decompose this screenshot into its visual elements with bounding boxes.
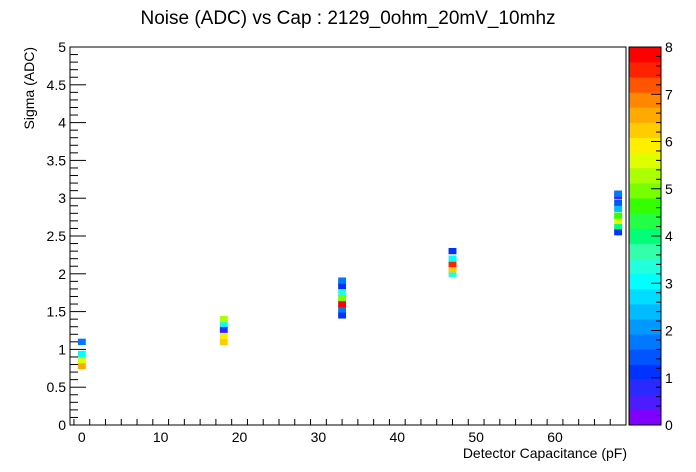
palette-swatch bbox=[629, 243, 661, 259]
palette-swatch bbox=[629, 92, 661, 108]
palette-swatch bbox=[629, 167, 661, 184]
palette-tick-label: 3 bbox=[665, 275, 673, 291]
palette-tick-label: 5 bbox=[665, 181, 673, 197]
palette-swatch bbox=[629, 288, 661, 305]
heatmap-cell bbox=[448, 255, 457, 262]
heatmap-cell bbox=[219, 316, 228, 323]
heatmap-cell bbox=[448, 270, 457, 277]
y-tick-label: 4.5 bbox=[47, 77, 67, 93]
plot-frame bbox=[69, 46, 627, 426]
heatmap-cell bbox=[219, 326, 228, 333]
heatmap-cell bbox=[77, 362, 86, 370]
y-tick-label: 2.5 bbox=[47, 228, 67, 244]
heatmap-cell bbox=[614, 217, 623, 225]
axes: 0 10 20 30 40 50 60 0 0.5 1 1.5 2 2.5 3 3.5 4 4.5 5 bbox=[47, 39, 611, 445]
palette-swatch bbox=[629, 62, 661, 78]
y-axis-label: Sigma (ADC) bbox=[21, 47, 37, 129]
heatmap-cell bbox=[448, 260, 457, 268]
color-palette: 0 1 2 3 4 5 6 7 8 bbox=[628, 39, 673, 433]
y-tick-label: 3.5 bbox=[47, 152, 67, 168]
palette-swatch bbox=[629, 304, 661, 320]
heatmap-cell bbox=[219, 332, 228, 339]
heatmap-cell bbox=[448, 247, 457, 255]
y-tick-label: 1 bbox=[58, 341, 66, 357]
heatmap-cell bbox=[338, 282, 347, 290]
palette-swatch bbox=[629, 349, 661, 365]
heatmap-cell bbox=[614, 229, 623, 236]
y-tick-label: 0 bbox=[58, 417, 66, 433]
heatmap-cell bbox=[77, 356, 86, 364]
palette-swatch bbox=[629, 334, 661, 350]
palette-swatch bbox=[629, 379, 661, 396]
y-tick-label: 3 bbox=[58, 190, 66, 206]
x-tick-label: 0 bbox=[78, 429, 86, 445]
palette-tick-label: 0 bbox=[665, 417, 673, 433]
palette-swatch bbox=[629, 273, 661, 290]
palette-swatch bbox=[629, 364, 661, 380]
palette-swatch bbox=[629, 47, 661, 63]
y-tick-label: 2 bbox=[58, 266, 66, 282]
heatmap-cell bbox=[614, 212, 623, 219]
palette-tick-label: 6 bbox=[665, 134, 673, 150]
palette-swatch bbox=[629, 122, 661, 139]
y-tick-label: 5 bbox=[58, 39, 66, 55]
palette-swatch bbox=[629, 228, 661, 244]
x-tick-label: 50 bbox=[468, 429, 484, 445]
palette-tick-label: 8 bbox=[665, 39, 673, 55]
heatmap-cell bbox=[614, 205, 623, 212]
heatmap-cell bbox=[338, 294, 347, 302]
x-axis-label: Detector Capacitance (pF) bbox=[463, 445, 627, 461]
heatmap-cell bbox=[338, 288, 347, 296]
heatmap-cell bbox=[614, 223, 623, 230]
heatmap-cell bbox=[338, 277, 347, 284]
heatmap-cell bbox=[338, 312, 347, 319]
palette-swatch bbox=[629, 198, 661, 214]
palette-swatch bbox=[629, 107, 661, 123]
palette-swatch bbox=[629, 409, 661, 426]
heatmap-cell bbox=[338, 306, 347, 313]
palette-tick-label: 2 bbox=[665, 323, 673, 339]
x-tick-label: 60 bbox=[547, 429, 563, 445]
x-tick-label: 30 bbox=[311, 429, 327, 445]
palette-tick-label: 1 bbox=[665, 370, 673, 386]
palette-swatch bbox=[629, 152, 661, 169]
palette-swatch bbox=[629, 258, 661, 275]
palette-swatch bbox=[629, 394, 661, 411]
x-tick-label: 10 bbox=[153, 429, 169, 445]
x-tick-label: 40 bbox=[390, 429, 406, 445]
heatmap-cell bbox=[77, 350, 86, 358]
heatmap-cell bbox=[614, 199, 623, 206]
heatmap-cell bbox=[614, 190, 623, 197]
heatmap-cell bbox=[448, 266, 457, 273]
heatmap-cell bbox=[219, 320, 228, 327]
palette-swatch bbox=[629, 183, 661, 199]
palette-tick-label: 4 bbox=[665, 228, 673, 244]
y-tick-label: 1.5 bbox=[47, 304, 67, 320]
heatmap-cell bbox=[77, 338, 86, 345]
heatmap-cells bbox=[77, 190, 623, 370]
x-tick-label: 20 bbox=[232, 429, 248, 445]
palette-swatch bbox=[629, 213, 661, 229]
y-tick-label: 4 bbox=[58, 115, 66, 131]
heatmap-cell bbox=[219, 338, 228, 345]
heatmap-cell bbox=[338, 300, 347, 308]
palette-tick-label: 7 bbox=[665, 86, 673, 102]
palette-swatch bbox=[629, 77, 661, 93]
y-tick-label: 0.5 bbox=[47, 379, 67, 395]
chart-title: Noise (ADC) vs Cap : 2129_0ohm_20mV_10mh… bbox=[140, 8, 555, 29]
